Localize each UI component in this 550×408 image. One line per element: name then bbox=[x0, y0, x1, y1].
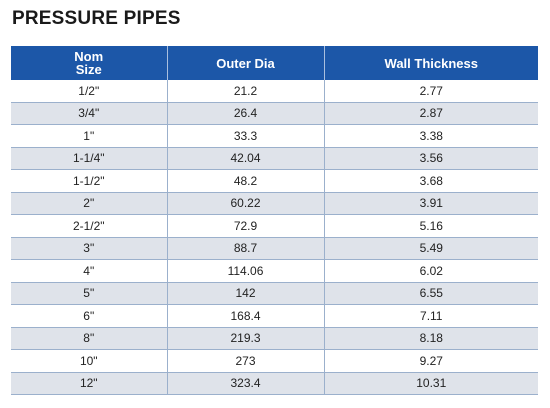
cell-outer-dia: 26.4 bbox=[167, 102, 325, 125]
cell-outer-dia: 323.4 bbox=[167, 372, 325, 395]
cell-outer-dia: 142 bbox=[167, 282, 325, 305]
cell-outer-dia: 168.4 bbox=[167, 304, 325, 328]
cell-wall-thickness: 9.27 bbox=[324, 349, 538, 373]
cell-nom-size: 10" bbox=[11, 349, 168, 373]
table-row: 5" 142 6.55 bbox=[11, 282, 538, 305]
cell-outer-dia: 33.3 bbox=[167, 124, 325, 148]
cell-wall-thickness: 6.55 bbox=[324, 282, 538, 305]
table-row: 4" 114.06 6.02 bbox=[11, 259, 538, 283]
cell-outer-dia: 21.2 bbox=[167, 80, 325, 103]
column-header-outer-dia: Outer Dia bbox=[167, 46, 325, 80]
table-row: 6" 168.4 7.11 bbox=[11, 304, 538, 328]
table-row: 10" 273 9.27 bbox=[11, 349, 538, 373]
cell-wall-thickness: 5.16 bbox=[324, 214, 538, 238]
column-header-wall-thickness: Wall Thickness bbox=[324, 46, 538, 80]
cell-nom-size: 8" bbox=[11, 327, 168, 350]
table-row: 1-1/2" 48.2 3.68 bbox=[11, 169, 538, 193]
cell-nom-size: 1/2" bbox=[11, 80, 168, 103]
cell-wall-thickness: 2.87 bbox=[324, 102, 538, 125]
cell-nom-size: 6" bbox=[11, 304, 168, 328]
cell-nom-size: 5" bbox=[11, 282, 168, 305]
cell-wall-thickness: 8.18 bbox=[324, 327, 538, 350]
cell-wall-thickness: 6.02 bbox=[324, 259, 538, 283]
cell-nom-size: 1-1/4" bbox=[11, 147, 168, 170]
cell-wall-thickness: 3.38 bbox=[324, 124, 538, 148]
cell-outer-dia: 48.2 bbox=[167, 169, 325, 193]
cell-nom-size: 4" bbox=[11, 259, 168, 283]
cell-wall-thickness: 7.11 bbox=[324, 304, 538, 328]
cell-nom-size: 12" bbox=[11, 372, 168, 395]
cell-outer-dia: 88.7 bbox=[167, 237, 325, 260]
cell-wall-thickness: 2.77 bbox=[324, 80, 538, 103]
page-title: PRESSURE PIPES bbox=[12, 8, 181, 29]
table-row: 2" 60.22 3.91 bbox=[11, 192, 538, 215]
cell-outer-dia: 273 bbox=[167, 349, 325, 373]
cell-outer-dia: 114.06 bbox=[167, 259, 325, 283]
column-header-nom-line2: Size bbox=[75, 62, 102, 77]
cell-outer-dia: 42.04 bbox=[167, 147, 325, 170]
cell-outer-dia: 72.9 bbox=[167, 214, 325, 238]
column-header-nom-line1: Nom bbox=[74, 49, 104, 64]
table-header-row: Nom Size Outer Dia Wall Thickness bbox=[11, 46, 538, 80]
cell-nom-size: 2-1/2" bbox=[11, 214, 168, 238]
table-row: 2-1/2" 72.9 5.16 bbox=[11, 214, 538, 238]
table-row: 1/2" 21.2 2.77 bbox=[11, 80, 538, 103]
cell-nom-size: 3" bbox=[11, 237, 168, 260]
cell-wall-thickness: 5.49 bbox=[324, 237, 538, 260]
cell-wall-thickness: 3.56 bbox=[324, 147, 538, 170]
cell-wall-thickness: 3.68 bbox=[324, 169, 538, 193]
cell-nom-size: 1" bbox=[11, 124, 168, 148]
cell-wall-thickness: 3.91 bbox=[324, 192, 538, 215]
cell-outer-dia: 60.22 bbox=[167, 192, 325, 215]
table-row: 3/4" 26.4 2.87 bbox=[11, 102, 538, 125]
cell-outer-dia: 219.3 bbox=[167, 327, 325, 350]
table-row: 1" 33.3 3.38 bbox=[11, 124, 538, 148]
table-row: 8" 219.3 8.18 bbox=[11, 327, 538, 350]
pressure-pipes-table: Nom Size Outer Dia Wall Thickness 1/2" 2… bbox=[11, 46, 538, 395]
table-row: 1-1/4" 42.04 3.56 bbox=[11, 147, 538, 170]
column-header-nom-size: Nom Size bbox=[11, 46, 168, 80]
table-row: 12" 323.4 10.31 bbox=[11, 372, 538, 395]
cell-nom-size: 2" bbox=[11, 192, 168, 215]
cell-wall-thickness: 10.31 bbox=[324, 372, 538, 395]
cell-nom-size: 3/4" bbox=[11, 102, 168, 125]
cell-nom-size: 1-1/2" bbox=[11, 169, 168, 193]
table-row: 3" 88.7 5.49 bbox=[11, 237, 538, 260]
